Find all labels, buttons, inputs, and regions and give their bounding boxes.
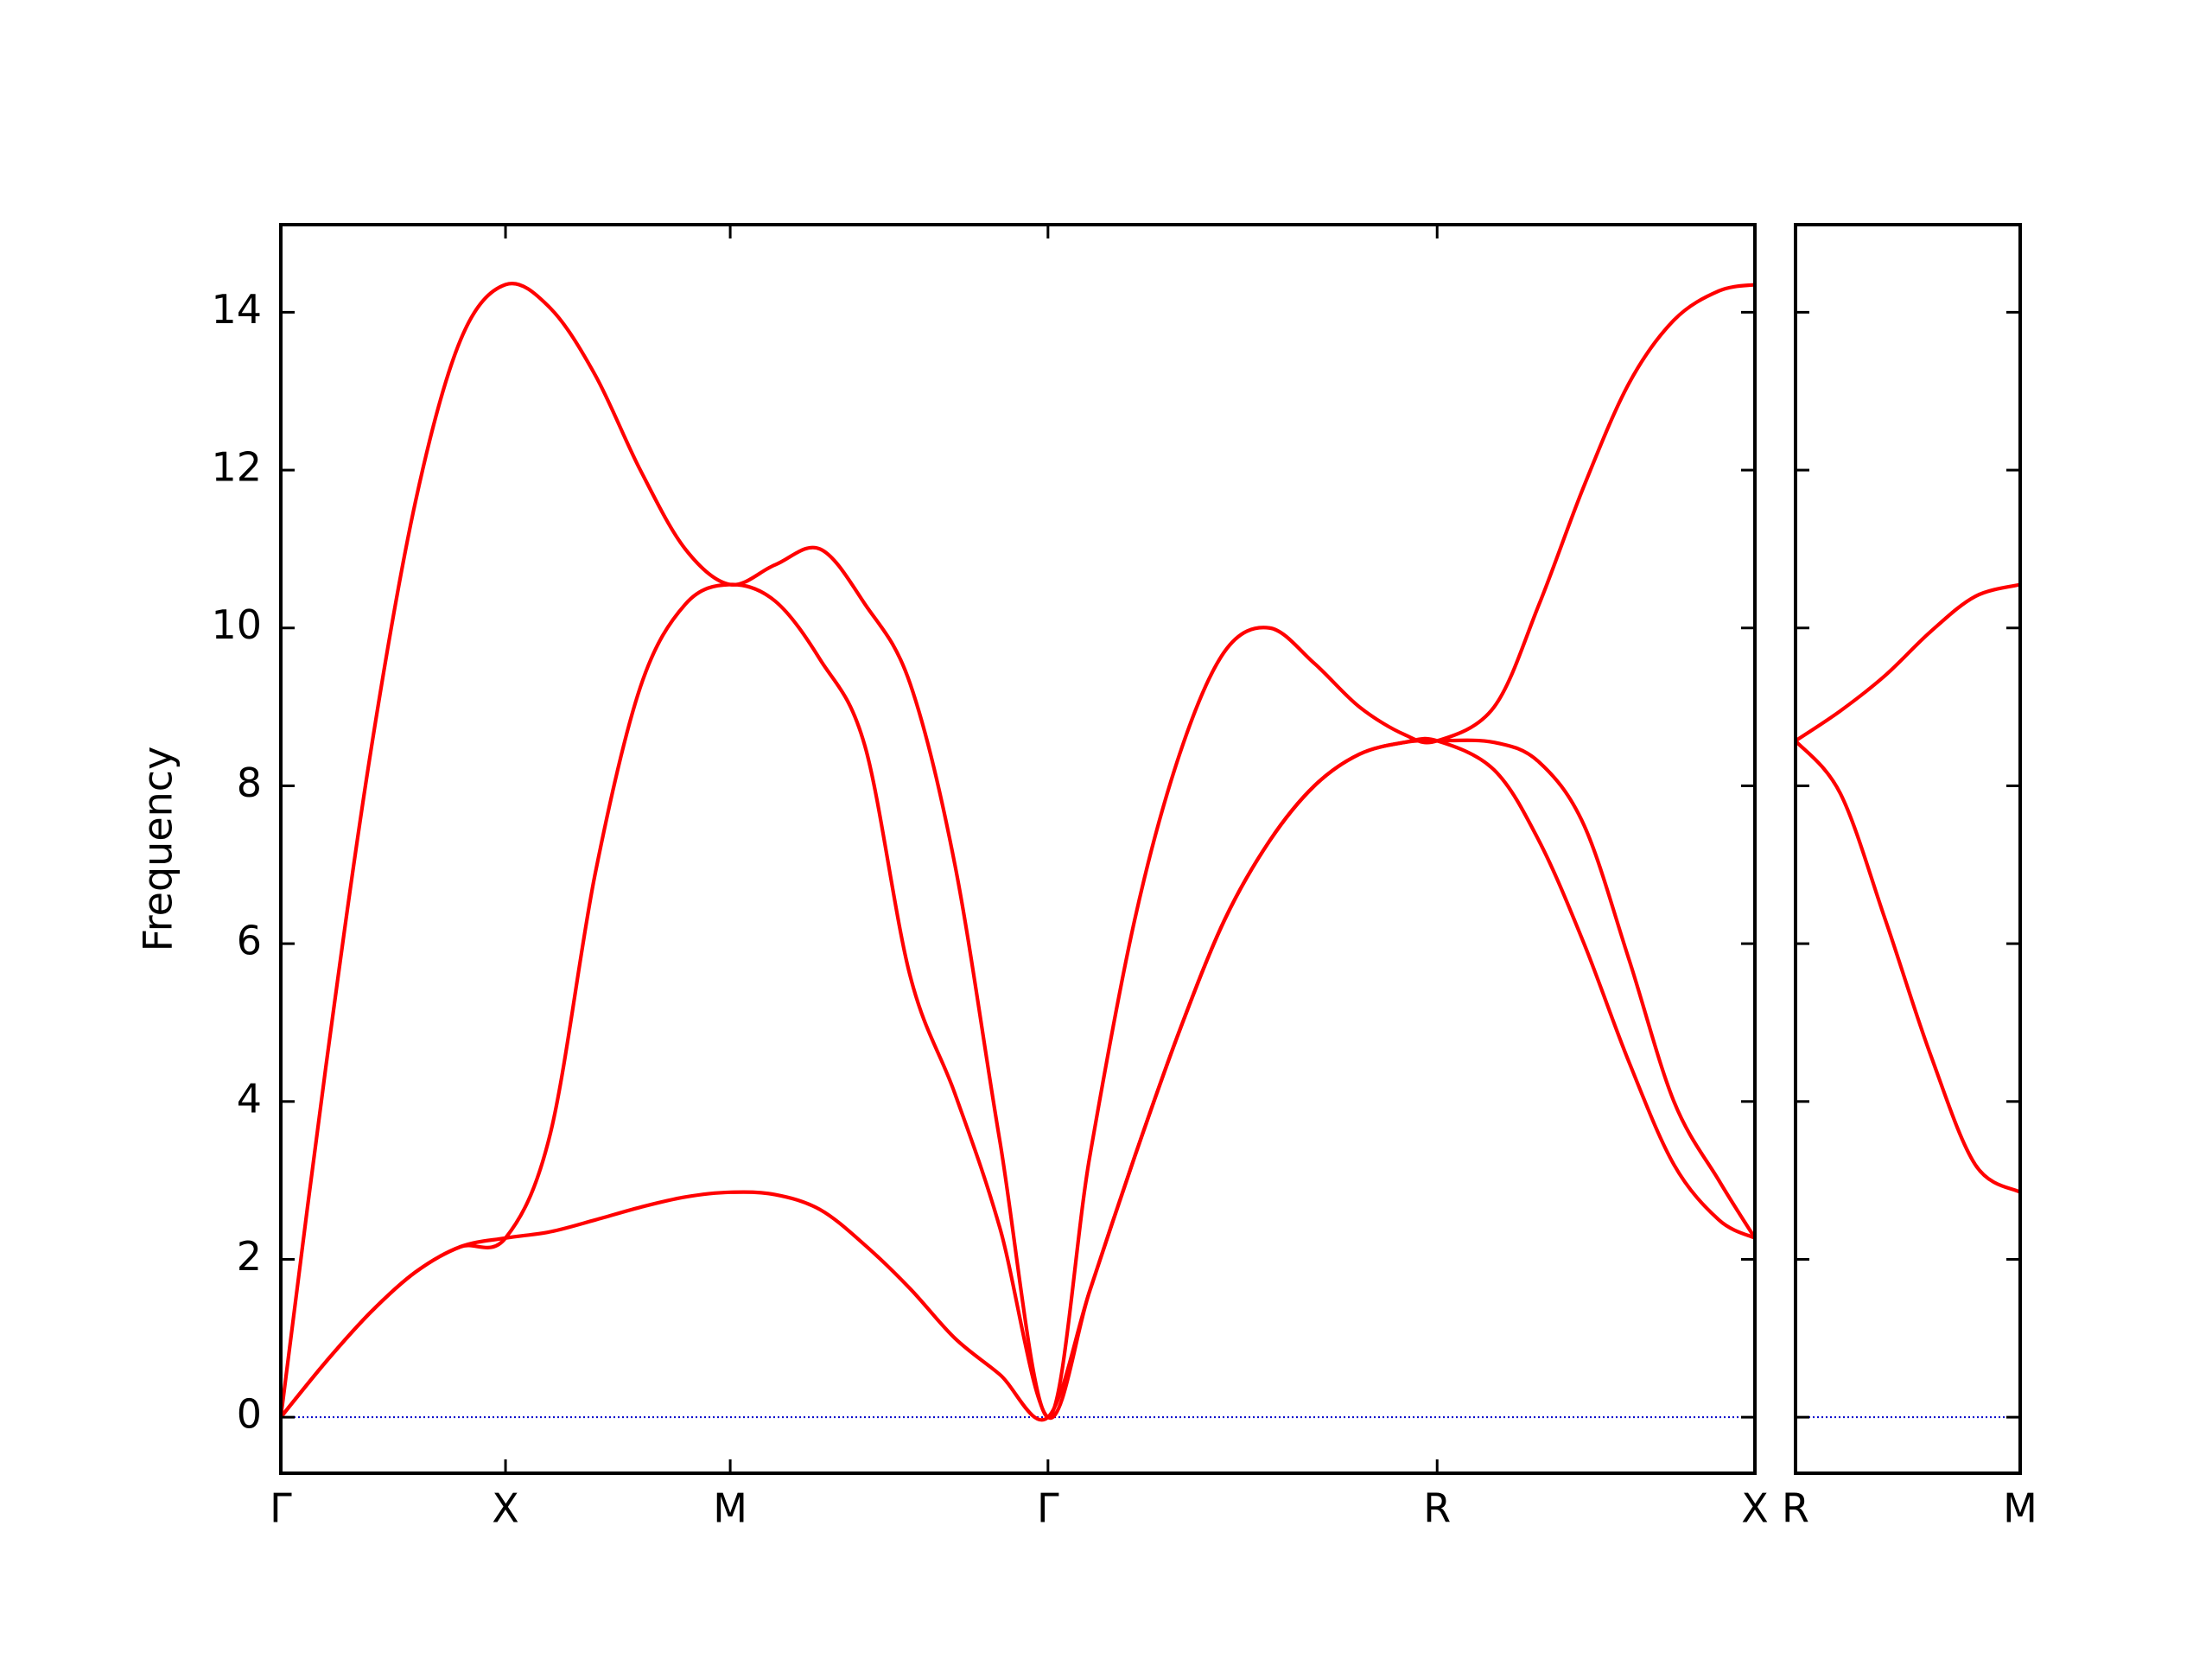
x-tick-label: M: [2003, 1485, 2037, 1532]
band-line: [279, 582, 1757, 1421]
band-line: [279, 736, 1756, 1422]
y-tick-label: 4: [237, 1075, 262, 1122]
x-tick-label: Γ: [1037, 1485, 1059, 1532]
plot-frame: [1794, 223, 2022, 1475]
plot-frame: [279, 223, 1757, 1475]
x-tick-label: X: [1741, 1485, 1769, 1532]
y-axis-label: Frequency: [135, 747, 181, 952]
y-tick-label: 12: [211, 444, 262, 491]
y-tick-label: 8: [237, 760, 262, 806]
x-tick-label: M: [713, 1485, 747, 1532]
band-line: [1794, 582, 2021, 743]
y-tick-label: 0: [237, 1391, 262, 1438]
y-tick-label: 6: [237, 918, 262, 964]
y-tick-label: 10: [211, 601, 262, 648]
x-tick-label: R: [1423, 1485, 1451, 1532]
band-line: [278, 282, 1756, 1420]
x-tick-label: R: [1782, 1485, 1809, 1532]
x-tick-label: X: [492, 1485, 519, 1532]
y-tick-label: 14: [211, 286, 262, 333]
band-line: [1794, 739, 2022, 1194]
y-tick-label: 2: [237, 1233, 262, 1280]
x-tick-label: Γ: [270, 1485, 292, 1532]
